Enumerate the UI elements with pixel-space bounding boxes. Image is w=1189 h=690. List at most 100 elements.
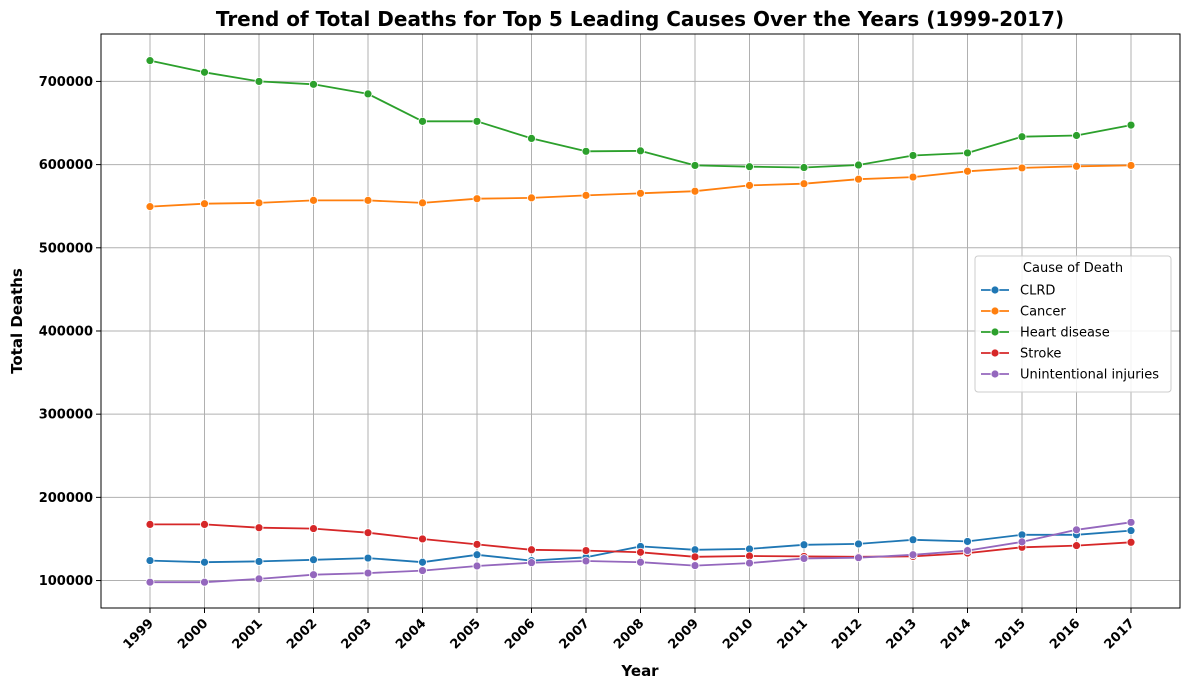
legend-label: Unintentional injuries	[1020, 368, 1159, 383]
x-tick-label: 2017	[1102, 616, 1138, 652]
data-point-unintentional-injuries	[309, 570, 318, 580]
data-point-stroke	[581, 546, 591, 555]
data-point-cancer	[1017, 163, 1027, 173]
legend-swatch-marker	[990, 348, 1000, 358]
data-point-heart-disease	[908, 151, 918, 160]
y-axis-ticks: 100000 200000 300000 400000 500000 600000 7000…	[39, 75, 101, 589]
data-point-heart-disease	[363, 89, 373, 99]
data-point-stroke	[254, 523, 264, 533]
data-point-unintentional-injuries	[527, 558, 536, 568]
data-point-cancer	[254, 198, 264, 208]
data-point-unintentional-injuries	[581, 556, 591, 566]
legend-swatch-marker	[990, 369, 1000, 379]
x-tick-label: 2010	[720, 616, 756, 652]
y-axis-label: Total Deaths	[8, 268, 26, 374]
data-point-heart-disease	[527, 134, 536, 143]
data-point-heart-disease	[1072, 131, 1081, 140]
data-point-unintentional-injuries	[254, 574, 264, 584]
data-point-stroke	[1072, 541, 1081, 551]
data-point-unintentional-injuries	[472, 561, 482, 571]
data-point-clrd	[1126, 526, 1136, 536]
data-point-heart-disease	[636, 146, 645, 156]
data-point-unintentional-injuries	[200, 577, 209, 587]
data-point-stroke	[309, 524, 318, 533]
legend-swatch-marker	[990, 306, 1000, 316]
x-tick-label: 2006	[502, 616, 538, 652]
data-point-unintentional-injuries	[854, 553, 863, 563]
data-point-clrd	[418, 557, 427, 567]
data-point-clrd	[963, 537, 972, 546]
data-point-clrd	[200, 557, 209, 567]
data-point-cancer	[472, 194, 482, 204]
x-tick-label: 2014	[938, 616, 974, 652]
data-point-unintentional-injuries	[1072, 525, 1081, 535]
legend-swatch-marker	[990, 327, 1000, 337]
data-point-stroke	[145, 519, 155, 529]
data-point-heart-disease	[200, 67, 209, 77]
data-point-stroke	[1126, 537, 1136, 547]
data-point-heart-disease	[472, 116, 482, 126]
x-tick-label: 2002	[284, 616, 320, 652]
data-point-clrd	[854, 539, 863, 549]
y-tick-label: 600000	[39, 158, 93, 173]
x-axis-label: Year	[620, 662, 659, 680]
x-tick-label: 2007	[557, 616, 593, 652]
data-point-cancer	[418, 198, 427, 208]
data-point-cancer	[1126, 161, 1136, 170]
data-point-stroke	[200, 519, 209, 529]
data-point-cancer	[745, 181, 754, 190]
data-point-stroke	[636, 547, 645, 557]
x-tick-label: 2005	[448, 616, 484, 652]
data-point-stroke	[363, 528, 373, 538]
data-point-heart-disease	[690, 161, 700, 170]
data-point-heart-disease	[581, 146, 591, 156]
data-point-cancer	[363, 195, 373, 205]
data-point-clrd	[799, 540, 809, 550]
data-point-heart-disease	[745, 162, 754, 172]
data-point-unintentional-injuries	[1017, 537, 1027, 547]
data-point-heart-disease	[799, 163, 809, 172]
data-point-unintentional-injuries	[690, 561, 700, 570]
x-tick-label: 2004	[393, 616, 429, 652]
data-point-unintentional-injuries	[1126, 517, 1136, 527]
legend-label: Heart disease	[1020, 326, 1110, 341]
data-point-cancer	[581, 190, 591, 200]
x-tick-label: 2013	[884, 616, 920, 652]
y-tick-label: 300000	[39, 408, 93, 423]
data-point-stroke	[527, 545, 536, 555]
legend-item-cancer: Cancer	[981, 305, 1066, 320]
data-point-unintentional-injuries	[963, 546, 972, 555]
legend-swatch-marker	[990, 285, 1000, 295]
legend-item-clrd: CLRD	[981, 284, 1055, 299]
data-point-stroke	[690, 552, 700, 562]
data-point-clrd	[363, 553, 373, 563]
data-point-unintentional-injuries	[799, 554, 809, 563]
legend-item-heart-disease: Heart disease	[981, 326, 1110, 341]
data-point-stroke	[472, 539, 482, 549]
data-point-heart-disease	[418, 116, 427, 126]
chart-title: Trend of Total Deaths for Top 5 Leading …	[216, 7, 1064, 31]
data-point-cancer	[200, 199, 209, 209]
data-point-cancer	[636, 188, 645, 198]
legend-label: CLRD	[1020, 284, 1055, 299]
data-point-unintentional-injuries	[363, 568, 373, 578]
data-point-unintentional-injuries	[418, 566, 427, 575]
data-point-heart-disease	[1126, 120, 1136, 130]
data-point-cancer	[527, 193, 536, 203]
data-point-heart-disease	[963, 148, 972, 158]
data-point-heart-disease	[254, 77, 264, 86]
x-tick-label: 2011	[775, 616, 811, 652]
x-tick-label: 2009	[666, 616, 702, 652]
x-tick-label: 2001	[230, 616, 266, 652]
data-point-clrd	[908, 535, 918, 545]
data-point-unintentional-injuries	[745, 558, 754, 568]
x-tick-label: 2016	[1047, 616, 1083, 652]
data-point-heart-disease	[309, 79, 318, 89]
data-point-clrd	[309, 555, 318, 565]
legend: Cause of Death CLRD Cancer Heart disease St…	[974, 255, 1172, 393]
x-tick-label: 2015	[993, 616, 1029, 652]
data-point-unintentional-injuries	[145, 577, 155, 587]
x-tick-label: 2003	[339, 616, 375, 652]
y-tick-label: 700000	[39, 75, 93, 90]
